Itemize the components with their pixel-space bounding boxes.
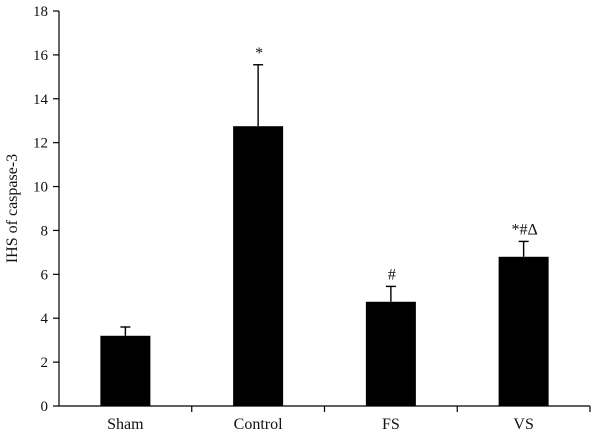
x-category-label: Sham (107, 416, 144, 433)
y-tick-label: 4 (41, 311, 49, 327)
significance-labels: * # *#Δ (255, 45, 538, 284)
y-axis-ticks: 0 2 4 6 8 10 12 14 16 18 (33, 4, 59, 415)
x-axis-ticks: Sham Control FS VS (107, 406, 591, 433)
x-category-label: FS (382, 416, 400, 433)
bar-control (233, 126, 284, 406)
y-tick-label: 2 (41, 355, 49, 371)
x-category-label: Control (234, 416, 283, 433)
bar-fs (365, 301, 416, 406)
bars (100, 126, 549, 406)
significance-label: *#Δ (511, 221, 537, 238)
bar-vs (498, 256, 549, 406)
y-tick-label: 14 (33, 92, 49, 108)
significance-label: # (388, 266, 396, 283)
x-category-label: VS (513, 416, 533, 433)
y-tick-label: 0 (41, 399, 49, 415)
bar-sham (100, 335, 151, 406)
y-tick-label: 8 (41, 223, 49, 239)
error-bars (120, 64, 529, 336)
y-tick-label: 6 (41, 267, 49, 283)
y-tick-label: 12 (33, 136, 48, 152)
y-tick-label: 16 (33, 48, 49, 64)
y-tick-label: 10 (33, 180, 48, 196)
y-axis-title: IHS of caspase-3 (4, 154, 21, 263)
significance-label: * (255, 45, 263, 62)
y-tick-label: 18 (33, 4, 48, 20)
